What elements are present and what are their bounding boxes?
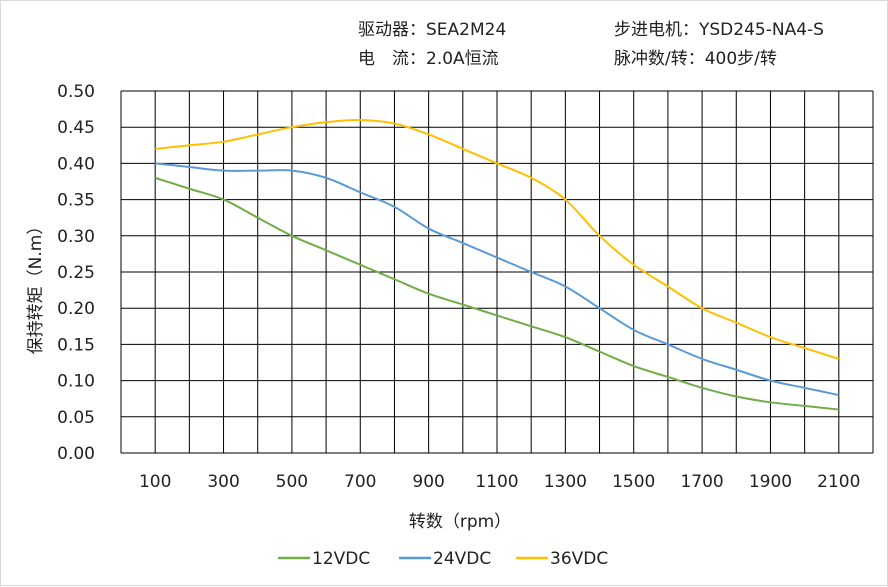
motor-label: 步进电机：YSD245-NA4-S	[614, 20, 824, 40]
pulses-label: 脉冲数/转：400步/转	[614, 49, 777, 69]
y-tick-label: 0.25	[57, 263, 95, 283]
series-line-36vdc	[155, 118, 840, 360]
y-tick-label: 0.45	[57, 118, 95, 138]
x-tick-label: 100	[139, 472, 171, 492]
legend-label-36vdc: 36VDC	[550, 549, 608, 569]
y-tick-label: 0.05	[57, 408, 95, 428]
y-tick-label: 0.10	[57, 372, 95, 392]
x-axis-label: 转数（rpm）	[409, 512, 511, 532]
x-tick-label: 1500	[612, 472, 655, 492]
y-tick-label: 0.20	[57, 299, 95, 319]
x-tick-label: 500	[276, 472, 308, 492]
legend-label-24vdc: 24VDC	[433, 549, 491, 569]
x-tick-label: 300	[207, 472, 239, 492]
x-tick-label: 1300	[544, 472, 587, 492]
series-line-24vdc	[155, 162, 840, 397]
y-tick-label: 0.40	[57, 154, 95, 174]
series-line-12vdc	[154, 176, 839, 411]
current-label: 电 流：2.0A恒流	[358, 49, 499, 69]
y-tick-label: 0.30	[57, 227, 95, 247]
x-tick-label: 1100	[475, 472, 518, 492]
x-tick-label: 1700	[680, 472, 723, 492]
x-tick-label: 2100	[817, 472, 860, 492]
legend-label-12vdc: 12VDC	[312, 549, 370, 569]
y-tick-label: 0.00	[57, 444, 95, 464]
x-tick-label: 700	[344, 472, 376, 492]
y-tick-label: 0.35	[57, 191, 95, 211]
x-tick-label: 1900	[749, 472, 792, 492]
driver-label: 驱动器：SEA2M24	[358, 20, 507, 40]
y-axis-label: 保持转矩（N.m）	[26, 218, 46, 355]
y-tick-label: 0.50	[57, 82, 95, 102]
x-tick-label: 900	[412, 472, 444, 492]
y-tick-label: 0.15	[57, 335, 95, 355]
